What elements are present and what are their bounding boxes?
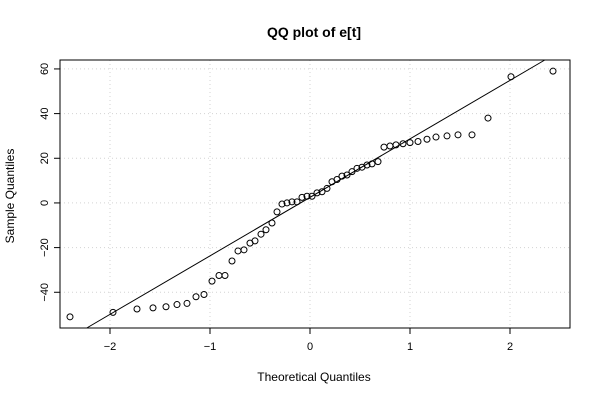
data-point [200,291,208,298]
data-point [368,160,376,168]
data-point [338,172,346,180]
y-tick-label: −40 [39,283,51,302]
data-point [183,299,191,307]
data-point [268,219,276,227]
grid [60,60,570,328]
x-axis: −2 −1 0 1 2 [104,328,513,353]
data-point [507,73,515,81]
data-point [173,301,181,309]
data-point [484,114,492,122]
data-point [374,158,382,166]
y-tick-label: 60 [39,63,51,75]
x-tick-label: −2 [104,341,117,353]
data-point [257,230,265,238]
data-point [262,226,270,234]
data-point [240,246,248,254]
x-tick-label: 1 [407,341,413,353]
data-point [308,192,316,200]
data-point [251,237,259,245]
data-point [468,131,476,139]
data-point [318,188,326,196]
data-point [333,175,341,183]
data-point [288,198,296,206]
data-point [392,141,400,149]
data-point [432,133,440,141]
data-point [215,272,223,280]
data-point [343,171,351,179]
plot-frame [59,59,571,329]
data-point [234,247,242,255]
data-point [380,143,388,151]
data-point [149,304,157,312]
x-tick-label: 0 [307,341,313,353]
y-axis: −40 −20 0 20 40 60 [39,63,60,302]
data-point [406,139,414,147]
data-point [293,198,301,206]
y-tick-label: 40 [39,107,51,119]
data-point [133,305,141,313]
data-point [348,168,356,176]
data-point [423,135,431,143]
y-tick-label: −20 [39,238,51,257]
points [66,67,557,321]
data-point [298,193,306,201]
data-point [283,199,291,207]
x-axis-label: Theoretical Quantiles [257,370,370,384]
x-tick-label: −1 [204,341,217,353]
data-point [386,142,394,150]
data-point [549,67,557,75]
data-point [162,303,170,311]
reference-line [86,59,546,329]
data-point [363,161,371,169]
y-tick-label: 20 [39,152,51,164]
data-point [228,257,236,265]
data-point [221,272,229,280]
y-tick-label: 0 [39,200,51,206]
data-point [273,208,281,216]
y-axis-label: Sample Quantiles [3,149,17,244]
x-tick-label: 2 [507,341,513,353]
data-point [192,293,200,301]
data-point [66,313,74,321]
data-point [303,192,311,200]
data-point [109,308,117,316]
data-point [208,277,216,285]
data-point [323,184,331,192]
data-point [443,132,451,140]
data-point [278,200,286,208]
chart-title: QQ plot of e[t] [267,24,361,40]
data-point [353,164,361,172]
data-point [313,189,321,197]
data-point [414,138,422,146]
data-point [454,131,462,139]
data-point [399,140,407,148]
